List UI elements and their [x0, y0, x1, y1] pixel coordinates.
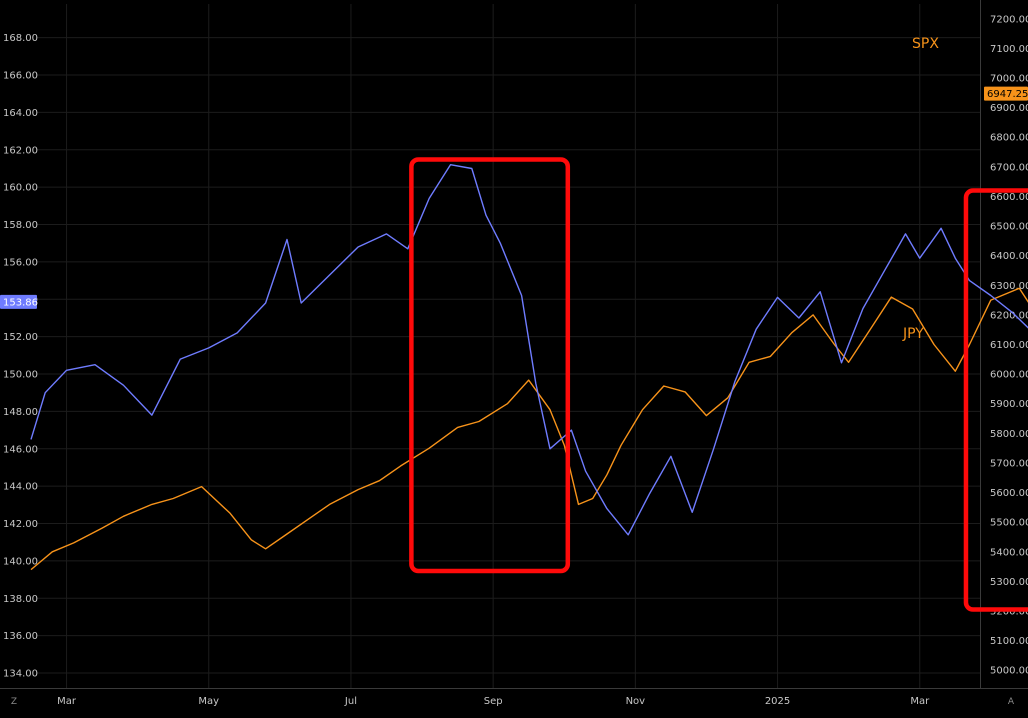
right-axis-tick-label: 5600.00	[990, 488, 1028, 499]
right-axis-tick-label: 6400.00	[990, 251, 1028, 262]
left-axis-tick-label: 142.00	[3, 519, 38, 530]
right-axis-tick-label: 6300.00	[990, 281, 1028, 292]
time-axis-tick-label: Mar	[57, 696, 77, 707]
left-axis-tick-label: 160.00	[3, 183, 38, 194]
left-axis-tick-label: 158.00	[3, 220, 38, 231]
right-axis-tick-label: 5400.00	[990, 547, 1028, 558]
right-axis-tick-label: 5900.00	[990, 399, 1028, 410]
left-axis-tick-label: 138.00	[3, 594, 38, 605]
left-axis-tick-label: 150.00	[3, 370, 38, 381]
left-axis-tick-label: 164.00	[3, 108, 38, 119]
time-axis-tick-label: 2025	[765, 696, 790, 707]
left-axis-tick-label: 144.00	[3, 482, 38, 493]
last-value-badge: 153.86	[3, 297, 38, 308]
time-axis-tick-label: Jul	[344, 696, 357, 707]
right-axis-tick-label: 6900.00	[990, 103, 1028, 114]
last-value-badge: 6947.25	[987, 89, 1028, 100]
left-axis-tick-label: 168.00	[3, 33, 38, 44]
left-axis-tick-label: 140.00	[3, 556, 38, 567]
time-axis-tick-label: Sep	[484, 696, 503, 707]
right-axis-tick-label: 6700.00	[990, 162, 1028, 173]
left-axis-tick-label: 146.00	[3, 444, 38, 455]
left-axis-tick-label: 148.00	[3, 407, 38, 418]
right-axis-tick-label: 6000.00	[990, 370, 1028, 381]
left-axis-tick-label: 134.00	[3, 669, 38, 680]
left-axis-tick-label: 156.00	[3, 257, 38, 268]
corner-label-left: Z	[11, 697, 17, 707]
right-axis-tick-label: 5300.00	[990, 577, 1028, 588]
right-axis-tick-label: 5800.00	[990, 429, 1028, 440]
right-axis-tick-label: 6100.00	[990, 340, 1028, 351]
right-axis-tick-label: 5100.00	[990, 636, 1028, 647]
right-axis-tick-label: 5000.00	[990, 666, 1028, 677]
series-label-spx: SPX	[912, 36, 939, 52]
corner-label-right: A	[1008, 697, 1015, 707]
right-axis-tick-label: 6200.00	[990, 310, 1028, 321]
right-axis-tick-label: 7100.00	[990, 44, 1028, 55]
right-axis-tick-label: 7200.00	[990, 14, 1028, 25]
left-axis-tick-label: 152.00	[3, 332, 38, 343]
left-axis-tick-label: 162.00	[3, 145, 38, 156]
time-axis-tick-label: Nov	[626, 696, 646, 707]
time-axis-tick-label: Mar	[910, 696, 930, 707]
right-axis-tick-label: 6600.00	[990, 192, 1028, 203]
time-axis-tick-label: May	[198, 696, 219, 707]
right-axis-tick-label: 6500.00	[990, 222, 1028, 233]
right-axis-tick-label: 7000.00	[990, 74, 1028, 85]
right-axis-tick-label: 5700.00	[990, 458, 1028, 469]
right-axis-tick-label: 6800.00	[990, 133, 1028, 144]
left-axis-tick-label: 166.00	[3, 71, 38, 82]
right-axis-tick-label: 5500.00	[990, 518, 1028, 529]
left-axis-tick-label: 136.00	[3, 631, 38, 642]
series-label-jpy: JPY	[902, 326, 924, 342]
